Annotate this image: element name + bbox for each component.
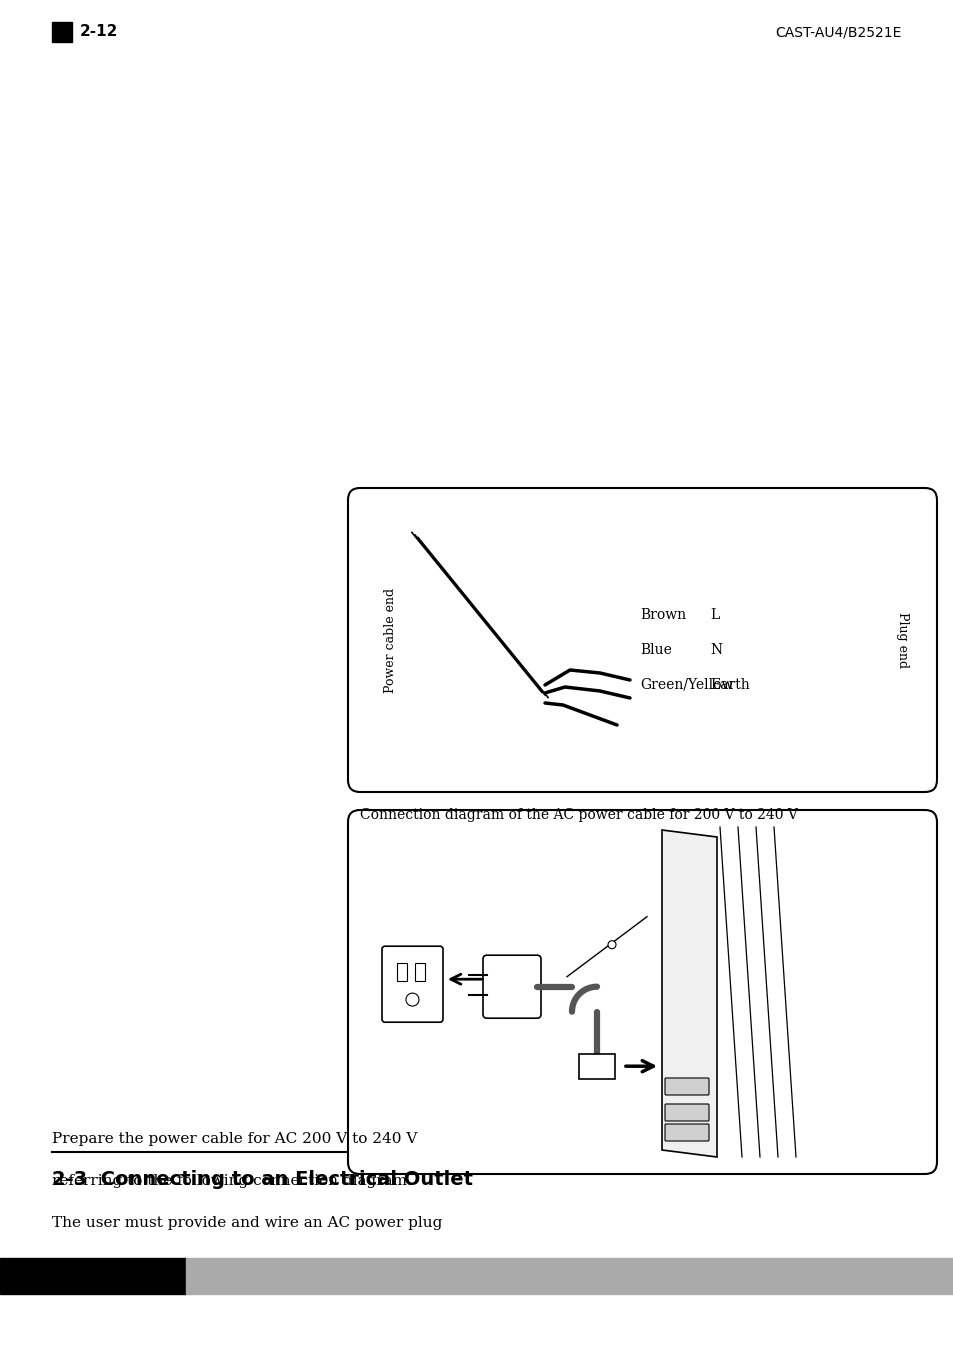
FancyBboxPatch shape [664,1078,708,1096]
FancyBboxPatch shape [664,1124,708,1142]
Text: Blue: Blue [639,643,671,657]
FancyBboxPatch shape [348,811,936,1174]
Text: Green/Yellow: Green/Yellow [639,678,733,692]
Bar [52,22,71,42]
Text: The user must provide and wire an AC power plug: The user must provide and wire an AC pow… [52,1216,442,1229]
Bar [0,1258,186,1294]
Text: L: L [709,608,719,621]
Bar [578,1054,615,1078]
Polygon shape [661,830,717,1156]
Text: Earth: Earth [709,678,749,692]
FancyBboxPatch shape [348,488,936,792]
Bar [396,963,407,981]
Text: N: N [709,643,721,657]
Bar [186,1258,953,1294]
FancyBboxPatch shape [664,1104,708,1121]
Text: CAST-AU4/B2521E: CAST-AU4/B2521E [775,26,901,39]
Text: Power cable end: Power cable end [383,588,396,693]
Text: 2-12: 2-12 [80,24,118,39]
Circle shape [607,940,616,948]
FancyBboxPatch shape [381,946,442,1023]
Text: Connection diagram of the AC power cable for 200 V to 240 V: Connection diagram of the AC power cable… [359,808,797,821]
Text: Prepare the power cable for AC 200 V to 240 V: Prepare the power cable for AC 200 V to … [52,1132,417,1146]
Text: to connect to the AC outlet.: to connect to the AC outlet. [52,1258,265,1273]
Circle shape [406,993,418,1006]
Text: 2-3  Connecting to an Electrical Outlet: 2-3 Connecting to an Electrical Outlet [52,1170,473,1189]
Bar [415,963,424,981]
Text: referring to the following connection diagram.: referring to the following connection di… [52,1174,412,1188]
Text: Plug end: Plug end [896,612,908,667]
FancyBboxPatch shape [482,955,540,1019]
Text: Brown: Brown [639,608,685,621]
